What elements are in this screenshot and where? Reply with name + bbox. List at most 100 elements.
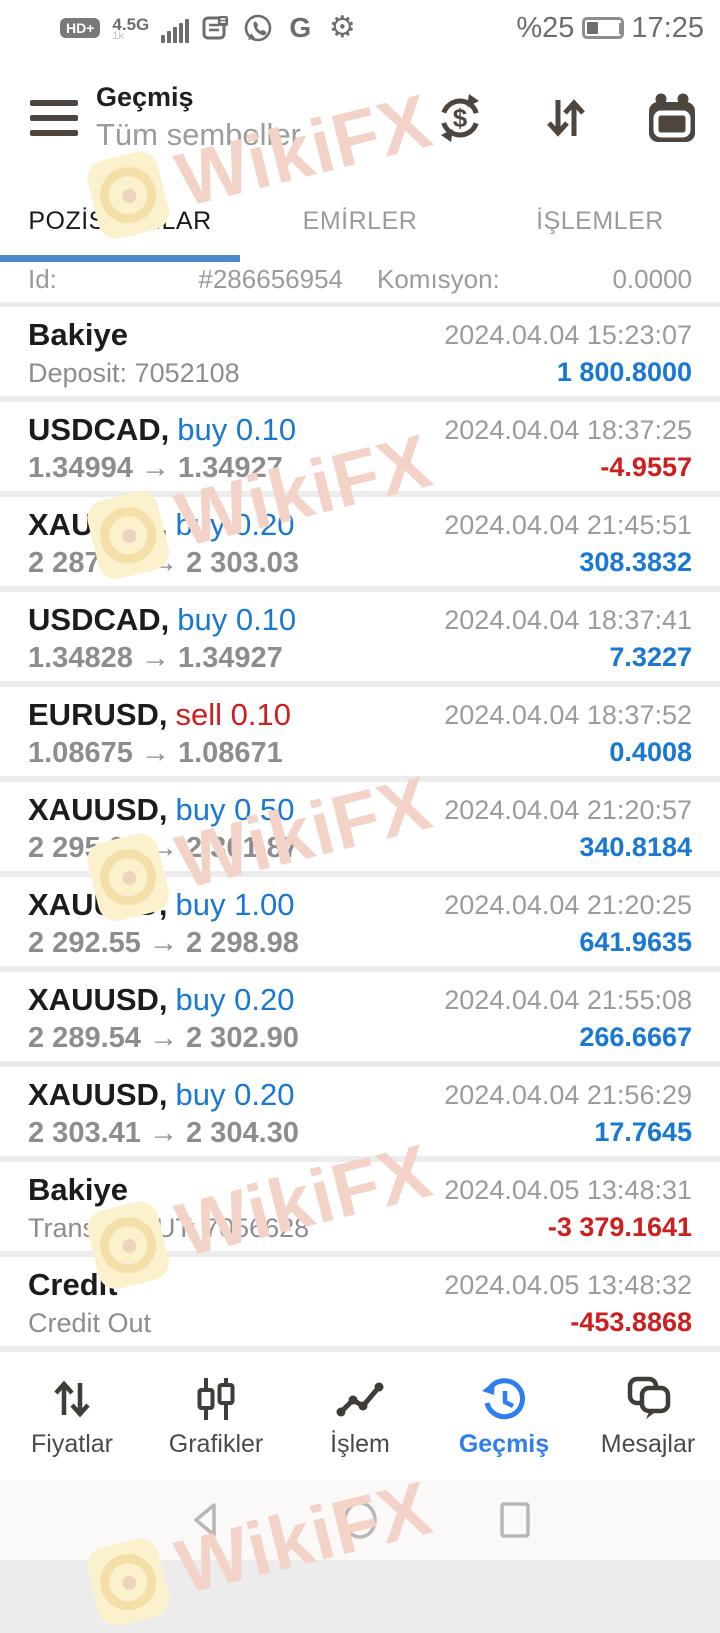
trade-row[interactable]: EURUSD, sell 0.10 1.08675 → 1.08671 2024.04…: [0, 687, 720, 776]
operation-title: Bakiye: [28, 1172, 128, 1207]
symbol-label: XAUUSD,: [28, 1077, 168, 1112]
side-volume-label: buy 1.00: [175, 887, 295, 922]
side-volume-label: buy 0.20: [175, 982, 295, 1017]
operation-title: Credit: [28, 1267, 118, 1302]
side-volume-label: sell 0.10: [175, 697, 291, 732]
history-tabs: POZİSYONLAR EMİRLER İŞLEMLER: [0, 180, 720, 262]
nav-label: Grafikler: [168, 1429, 264, 1458]
amount-value: 7.3227: [609, 642, 692, 672]
open-close-prices: 2 303.41 → 2 304.30: [28, 1117, 299, 1149]
balance-row[interactable]: Bakiye Deposit: 7052108 2024.04.04 15:23:0…: [0, 307, 720, 396]
trade-row[interactable]: XAUUSD, buy 0.20 2 287.58 → 2 303.03 2024.0…: [0, 497, 720, 586]
symbol-label: USDCAD,: [28, 602, 170, 637]
datetime-label: 2024.04.04 18:37:41: [444, 605, 692, 635]
trade-row[interactable]: XAUUSD, buy 0.20 2 289.54 → 2 302.90 2024.0…: [0, 972, 720, 1061]
history-clock-icon: [479, 1374, 529, 1424]
nav-label: Fiyatlar: [31, 1429, 113, 1458]
network-sub-label: 1k: [112, 29, 125, 42]
bottom-nav: Fiyatlar Grafikler İşlem: [0, 1352, 720, 1480]
nav-item-gecmis[interactable]: Geçmiş: [432, 1374, 576, 1459]
symbol-label: XAUUSD,: [28, 507, 168, 542]
symbol-filter-label[interactable]: Tüm semboller: [96, 117, 301, 153]
commission-label: Komısyon:: [377, 264, 500, 294]
trade-line-icon: [335, 1374, 385, 1424]
notes-icon: [201, 13, 231, 43]
datetime-label: 2024.04.04 15:23:07: [444, 320, 692, 350]
candlestick-icon: [191, 1374, 241, 1424]
amount-value: 340.8184: [579, 832, 692, 862]
nav-label: İşlem: [330, 1429, 390, 1458]
datetime-label: 2024.04.04 21:20:25: [444, 890, 692, 920]
amount-value: 1 800.8000: [556, 357, 692, 387]
nav-item-grafikler[interactable]: Grafikler: [144, 1374, 288, 1459]
datetime-label: 2024.04.04 21:56:29: [444, 1080, 692, 1110]
tab-emirler[interactable]: EMİRLER: [302, 206, 418, 235]
nav-label: Mesajlar: [600, 1429, 696, 1458]
nav-item-islem[interactable]: İşlem: [288, 1374, 432, 1459]
open-close-prices: 1.34828 → 1.34927: [28, 642, 283, 674]
status-bar: HD+ 4.5G 1k G: [0, 0, 720, 56]
calendar-icon[interactable]: [646, 92, 698, 144]
trade-row[interactable]: XAUUSD, buy 0.20 2 303.41 → 2 304.30 2024.0…: [0, 1067, 720, 1156]
amount-value: 17.7645: [594, 1117, 692, 1147]
datetime-label: 2024.04.05 13:48:31: [444, 1175, 692, 1205]
page-title: Geçmiş: [96, 82, 194, 113]
side-volume-label: buy 0.20: [175, 507, 295, 542]
balance-row[interactable]: Credit Credit Out 2024.04.05 13:48:32 -453.…: [0, 1257, 720, 1346]
symbol-label: USDCAD,: [28, 412, 170, 447]
operation-subtitle: Credit Out: [28, 1308, 152, 1338]
battery-icon: [582, 17, 625, 39]
messages-icon: [623, 1374, 673, 1424]
symbol-label: XAUUSD,: [28, 887, 168, 922]
trade-row[interactable]: XAUUSD, buy 1.00 2 292.55 → 2 298.98 2024.0…: [0, 877, 720, 966]
whatsapp-icon: [243, 13, 273, 43]
amount-value: 308.3832: [579, 547, 692, 577]
nav-label: Geçmiş: [458, 1429, 550, 1458]
hamburger-menu-icon[interactable]: [30, 100, 78, 136]
home-button[interactable]: [338, 1498, 382, 1542]
clock-label: 17:25: [631, 11, 704, 44]
android-nav-bar: [0, 1480, 720, 1560]
active-tab-underline: [0, 255, 240, 262]
tab-pozisyonlar[interactable]: POZİSYONLAR: [28, 206, 212, 235]
datetime-label: 2024.04.04 21:20:57: [444, 795, 692, 825]
trade-row[interactable]: USDCAD, buy 0.10 1.34828 → 1.34927 2024.04.…: [0, 592, 720, 681]
amount-value: 0.4008: [609, 737, 692, 767]
battery-percent-label: %25: [516, 11, 575, 44]
id-label: Id:: [28, 264, 57, 294]
side-volume-label: buy 0.10: [177, 602, 297, 637]
position-detail-row: Id: #286656954 Komısyon: 0.0000: [0, 262, 720, 302]
trade-row[interactable]: XAUUSD, buy 0.50 2 295.04 → 2 301.87 2024.0…: [0, 782, 720, 871]
operation-subtitle: Deposit: 7052108: [28, 358, 240, 388]
nav-item-mesajlar[interactable]: Mesajlar: [576, 1374, 720, 1459]
arrows-up-down-icon: [47, 1374, 97, 1424]
commission-value: 0.0000: [612, 264, 692, 294]
tab-islemler[interactable]: İŞLEMLER: [536, 206, 664, 235]
trade-row[interactable]: USDCAD, buy 0.10 1.34994 → 1.34927 2024.04.…: [0, 402, 720, 491]
balance-row[interactable]: Bakiye Transfer OUT: 7056628 2024.04.05 13…: [0, 1162, 720, 1251]
id-value: #286656954: [198, 264, 343, 294]
open-close-prices: 1.08675 → 1.08671: [28, 737, 283, 769]
operation-subtitle: Transfer OUT: 7056628: [28, 1213, 310, 1243]
symbol-label: XAUUSD,: [28, 982, 168, 1017]
datetime-label: 2024.04.04 18:37:25: [444, 415, 692, 445]
open-close-prices: 2 289.54 → 2 302.90: [28, 1022, 299, 1054]
open-close-prices: 2 292.55 → 2 298.98: [28, 927, 299, 959]
open-close-prices: 1.34994 → 1.34927: [28, 452, 283, 484]
history-list: Id: #286656954 Komısyon: 0.0000 Bakiye De…: [0, 262, 720, 1346]
amount-value: 641.9635: [579, 927, 692, 957]
back-button[interactable]: [187, 1500, 227, 1540]
recents-button[interactable]: [495, 1500, 535, 1540]
app-header: Geçmiş Tüm semboller $: [0, 56, 720, 180]
sort-arrows-icon[interactable]: [540, 92, 592, 144]
amount-value: -453.8868: [570, 1307, 692, 1337]
hd-plus-icon: HD+: [60, 18, 101, 38]
side-volume-label: buy 0.50: [175, 792, 295, 827]
operation-title: Bakiye: [28, 317, 128, 352]
symbol-label: EURUSD,: [28, 697, 168, 732]
nav-item-fiyatlar[interactable]: Fiyatlar: [0, 1374, 144, 1459]
sync-dollar-icon[interactable]: $: [434, 92, 486, 144]
datetime-label: 2024.04.04 18:37:52: [444, 700, 692, 730]
datetime-label: 2024.04.04 21:55:08: [444, 985, 692, 1015]
open-close-prices: 2 287.58 → 2 303.03: [28, 547, 299, 579]
